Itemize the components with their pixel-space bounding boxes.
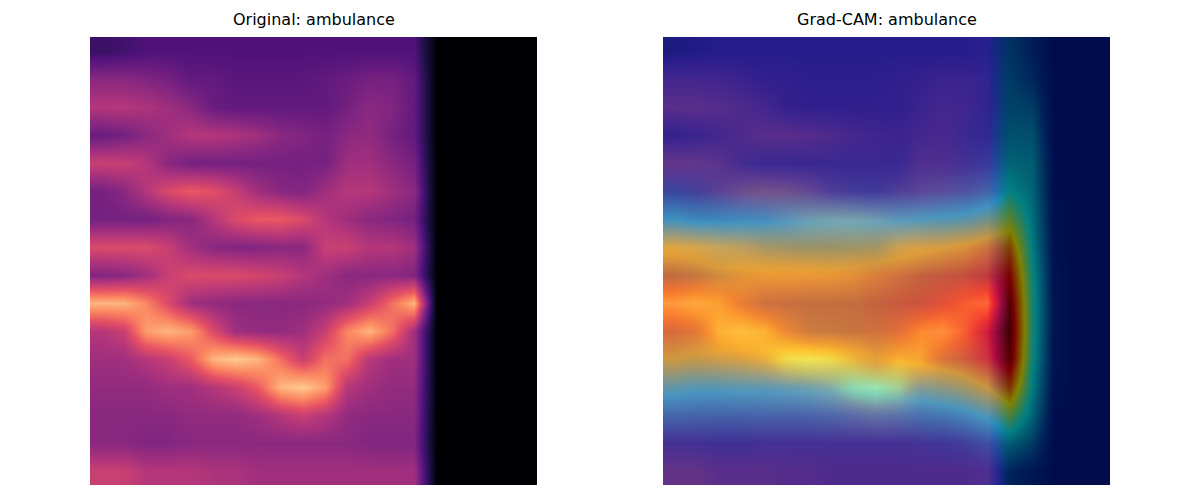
- svg-text:Original: ambulance: Original: ambulance: [233, 10, 395, 29]
- svg-text:Grad-CAM: ambulance: Grad-CAM: ambulance: [797, 10, 977, 29]
